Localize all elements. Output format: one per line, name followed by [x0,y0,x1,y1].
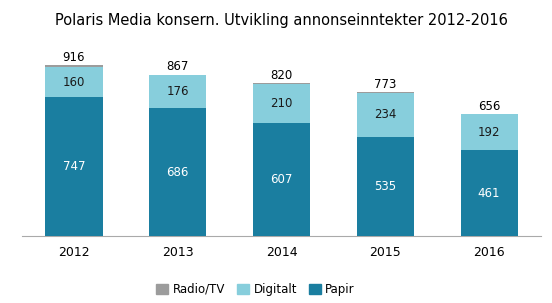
Text: 686: 686 [167,166,189,179]
Text: 160: 160 [63,75,85,88]
Title: Polaris Media konsern. Utvikling annonseinntekter 2012-2016: Polaris Media konsern. Utvikling annonse… [55,13,508,28]
Text: 535: 535 [374,180,396,193]
Text: 192: 192 [478,126,500,139]
Bar [357,92,414,93]
Text: 210: 210 [270,97,293,110]
Text: 747: 747 [63,160,85,173]
Bar [460,150,518,236]
Bar [45,65,103,67]
Text: 176: 176 [167,85,189,98]
Bar [149,75,206,108]
Bar [357,93,414,137]
Bar [460,114,518,115]
Bar [45,67,103,97]
Bar [149,108,206,236]
Text: 773: 773 [374,78,396,91]
Text: 607: 607 [270,173,293,186]
Bar [253,83,310,84]
Text: 820: 820 [270,69,293,82]
Text: 867: 867 [167,60,189,73]
Bar [253,123,310,236]
Bar [253,84,310,123]
Bar [357,137,414,236]
Bar [45,97,103,236]
Text: 234: 234 [374,108,396,121]
Text: 461: 461 [478,187,500,200]
Legend: Radio/TV, Digitalt, Papir: Radio/TV, Digitalt, Papir [151,278,360,301]
Bar [460,115,518,150]
Text: 656: 656 [478,100,500,113]
Text: 916: 916 [63,51,85,64]
